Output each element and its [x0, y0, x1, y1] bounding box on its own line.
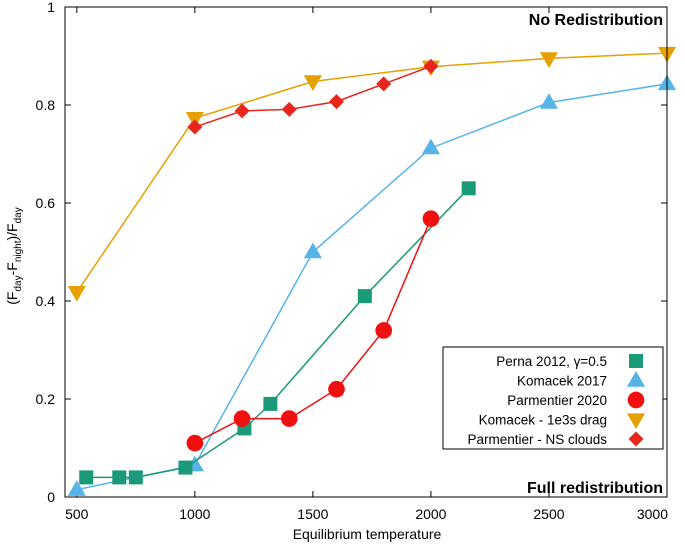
data-point	[67, 285, 86, 302]
legend-label: Komacek - 1e3s drag	[479, 413, 607, 428]
data-point	[422, 210, 440, 227]
x-tick-label: 2000	[415, 506, 446, 522]
data-point	[281, 101, 297, 117]
x-tick-label: 2500	[533, 506, 564, 522]
data-point	[67, 480, 86, 496]
series-0	[79, 181, 476, 485]
series-line	[86, 187, 470, 479]
legend-marker	[626, 371, 646, 387]
data-point	[186, 434, 204, 452]
x-tick-labels: 500 1000 1500 2000 2500 3000	[65, 506, 668, 522]
x-tick-label: 3000	[637, 506, 668, 522]
legend-box	[442, 346, 664, 450]
data-point	[233, 410, 251, 427]
data-point	[328, 380, 345, 398]
annotation-no-redistribution: No Redistribution	[529, 12, 663, 29]
data-point	[539, 52, 559, 68]
y-tick-label: 1	[47, 0, 55, 15]
data-point	[376, 76, 392, 92]
series-line	[76, 52, 668, 293]
data-point	[461, 181, 476, 196]
y-tick-label: 0.2	[36, 391, 56, 407]
legend-label: Komacek 2017	[517, 374, 607, 389]
legend-label: Parmentier 2020	[507, 393, 607, 408]
y-tick-label: 0.8	[36, 97, 56, 113]
data-point	[112, 470, 127, 485]
y-tick-label: 0.6	[36, 195, 56, 211]
data-point	[539, 93, 559, 109]
data-point	[421, 138, 440, 155]
legend-marker	[628, 431, 644, 447]
series-2	[186, 210, 440, 452]
x-tick-label: 1500	[297, 506, 328, 522]
data-point	[375, 322, 393, 339]
legend-label: Parmentier - NS clouds	[467, 432, 607, 447]
series-line	[194, 218, 432, 444]
x-tick-label: 1000	[179, 506, 210, 522]
legend: Perna 2012, γ=0.5 Komacek 2017 Parmentier …	[442, 346, 664, 450]
legend-label: Perna 2012, γ=0.5	[496, 354, 607, 369]
annotation-full-redistribution: Full redistribution	[527, 480, 663, 497]
legend-marker	[626, 413, 646, 429]
data-point	[303, 75, 322, 91]
data-point	[423, 58, 439, 74]
data-point	[303, 242, 322, 259]
x-tick-label: 500	[65, 506, 89, 522]
data-point	[178, 460, 193, 475]
data-point	[187, 119, 203, 135]
x-axis-label: Equilibrium temperature	[293, 526, 442, 542]
data-point	[128, 470, 143, 485]
legend-marker	[627, 391, 645, 409]
data-point	[234, 103, 250, 119]
legend-marker	[629, 354, 643, 368]
data-point	[357, 289, 372, 304]
series-layer	[67, 46, 677, 496]
plot-frame	[64, 6, 668, 498]
y-tick-label: 0.4	[36, 293, 56, 309]
data-point	[79, 470, 94, 485]
y-tick-label: 0	[47, 489, 55, 505]
series-3	[67, 46, 677, 302]
y-axis-label: (Fday-Fnight)/Fday	[4, 207, 24, 304]
data-point	[280, 410, 298, 427]
series-line	[194, 65, 432, 128]
data-point	[263, 396, 278, 411]
series-4	[187, 58, 439, 135]
y-tick-labels: 0 0.2 0.4 0.6 0.8 1	[36, 0, 56, 505]
data-point	[328, 94, 344, 110]
